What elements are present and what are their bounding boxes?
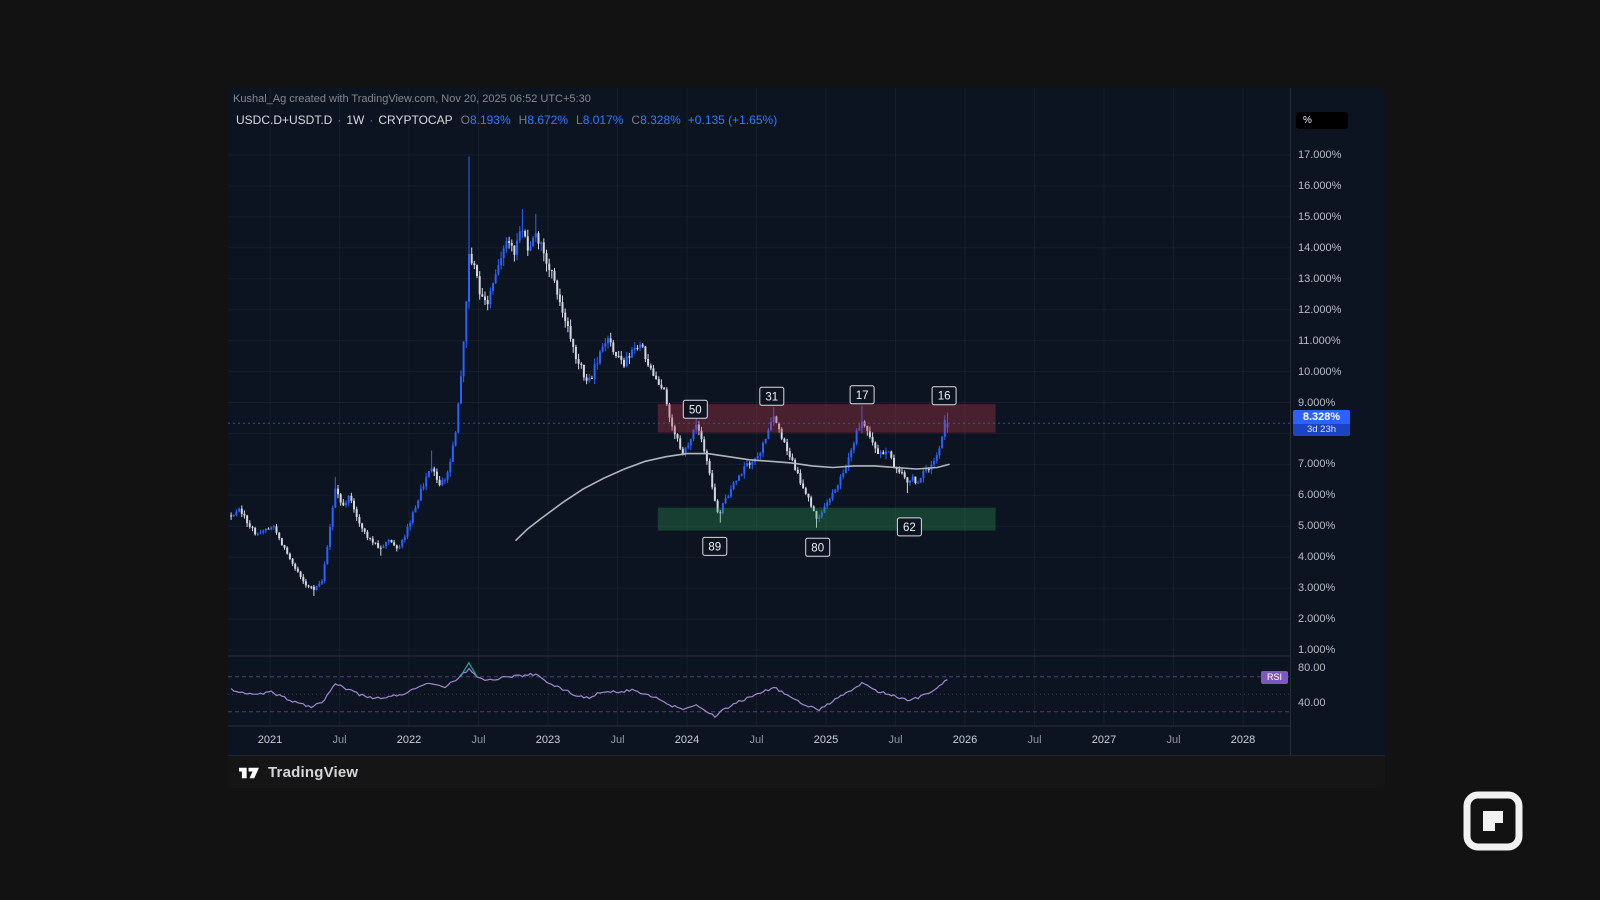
legend[interactable]: USDC.D+USDT.D · 1W · CRYPTOCAP O8.193% H8.672%… [236,113,777,127]
interval-label[interactable]: 1W [346,113,365,127]
price-tick: 13.000% [1298,272,1342,285]
price-tick: 9.000% [1298,396,1336,409]
svg-text:80: 80 [811,542,824,554]
price-tick: 3.000% [1298,582,1336,595]
time-tick: 2028 [1230,734,1256,746]
price-scale-mode-button[interactable]: % [1296,112,1348,129]
time-tick: 2026 [952,734,978,746]
time-tick: Jul [610,734,625,746]
time-tick: Jul [471,734,486,746]
tradingview-logo-icon[interactable] [238,763,261,782]
time-tick: Jul [749,734,764,746]
chart-panel[interactable]: 50 31 17 16 89 80 62 Kushal_Ag created with Tr… [228,88,1385,788]
rsi-indicator-badge[interactable]: RSI [1261,671,1288,684]
exchange-label[interactable]: CRYPTOCAP [378,113,453,127]
open-label: O [460,113,470,127]
svg-text:17: 17 [856,390,869,402]
price-tick: 12.000% [1298,303,1342,316]
chart-canvas[interactable]: 50 31 17 16 89 80 62 [228,88,1290,738]
svg-text:62: 62 [903,522,916,534]
high-value: 8.672% [527,113,569,127]
last-price-badge: 8.328% 3d 23h [1293,410,1350,437]
rsi-tick: 40.00 [1298,697,1326,709]
price-tick: 4.000% [1298,551,1336,564]
legend-separator: · [369,113,374,127]
rsi-tick: 80.00 [1298,662,1326,674]
open-value: 8.193% [469,113,511,127]
price-tick: 7.000% [1298,458,1336,471]
legend-separator: · [337,113,342,127]
time-tick: 2023 [535,734,561,746]
bar-countdown: 3d 23h [1293,424,1350,437]
price-tick: 16.000% [1298,179,1342,192]
last-price-value: 8.328% [1293,410,1350,425]
time-tick: 2024 [674,734,700,746]
time-tick: 2021 [257,734,283,746]
price-tick: 17.000% [1298,149,1342,161]
svg-text:16: 16 [938,391,951,403]
time-tick: 2025 [813,734,839,746]
high-label: H [518,113,528,127]
bottom-toolbar: TradingView [228,755,1385,788]
time-tick: Jul [888,734,903,746]
price-tick: 6.000% [1298,489,1336,502]
low-value: 8.017% [582,113,624,127]
change-value: +0.135 (+1.65%) [687,113,778,127]
close-value: 8.328% [640,113,681,127]
svg-text:31: 31 [765,391,778,403]
symbol-name[interactable]: USDC.D+USDT.D [236,113,333,127]
price-tick: 1.000% [1298,644,1336,657]
price-tick: 14.000% [1298,241,1342,254]
tradingview-brand[interactable]: TradingView [268,763,359,781]
time-tick: 2022 [396,734,422,746]
attribution-text: Kushal_Ag created with TradingView.com, … [233,93,591,105]
price-axis[interactable]: % 8.328% 3d 23h 17.000% 16.000% 15.000% 14.… [1290,88,1385,755]
time-tick: 2027 [1091,734,1117,746]
time-axis[interactable]: 2021 Jul 2022 Jul 2023 Jul 2024 Jul 2025 Jul 2026 J… [228,728,1290,755]
low-label: L [576,113,583,127]
time-tick: Jul [332,734,347,746]
price-tick: 15.000% [1298,210,1342,223]
close-label: C [631,113,641,127]
time-tick: Jul [1027,734,1042,746]
brand-watermark-logo [1462,790,1524,852]
price-tick: 10.000% [1298,365,1342,378]
price-tick: 11.000% [1298,334,1341,347]
price-tick: 5.000% [1298,520,1336,533]
price-tick: 2.000% [1298,613,1336,626]
svg-text:50: 50 [689,404,702,416]
svg-text:89: 89 [708,541,721,553]
time-tick: Jul [1166,734,1181,746]
